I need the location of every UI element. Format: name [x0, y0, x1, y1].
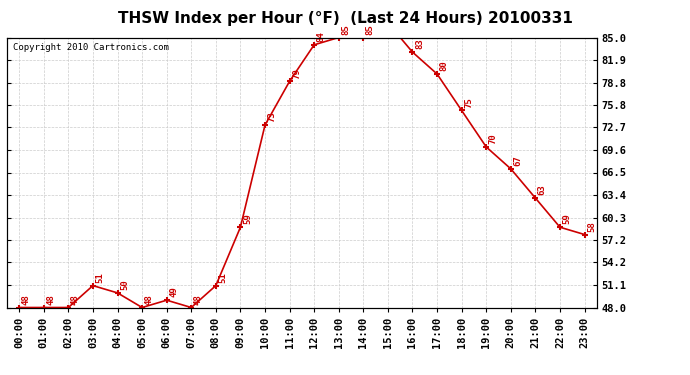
Text: 83: 83 — [415, 39, 424, 50]
Text: 59: 59 — [243, 214, 252, 225]
Text: 59: 59 — [562, 214, 571, 225]
Text: 75: 75 — [464, 97, 473, 108]
Text: 48: 48 — [21, 294, 30, 305]
Text: 48: 48 — [71, 294, 80, 305]
Text: 70: 70 — [489, 134, 497, 144]
Text: 80: 80 — [440, 60, 449, 71]
Text: 85: 85 — [341, 24, 351, 35]
Text: 58: 58 — [587, 221, 596, 232]
Text: 79: 79 — [292, 68, 301, 78]
Text: 85: 85 — [366, 24, 375, 35]
Text: 51: 51 — [95, 272, 104, 283]
Text: 51: 51 — [218, 272, 227, 283]
Text: 73: 73 — [268, 111, 277, 122]
Text: 84: 84 — [317, 31, 326, 42]
Text: 48: 48 — [194, 294, 203, 305]
Text: THSW Index per Hour (°F)  (Last 24 Hours) 20100331: THSW Index per Hour (°F) (Last 24 Hours)… — [117, 11, 573, 26]
Text: Copyright 2010 Cartronics.com: Copyright 2010 Cartronics.com — [13, 43, 168, 52]
Text: 67: 67 — [513, 155, 522, 166]
Text: 48: 48 — [46, 294, 55, 305]
Text: 87: 87 — [0, 374, 1, 375]
Text: 63: 63 — [538, 184, 547, 195]
Text: 49: 49 — [169, 286, 178, 297]
Text: 50: 50 — [120, 279, 129, 290]
Text: 48: 48 — [144, 294, 154, 305]
